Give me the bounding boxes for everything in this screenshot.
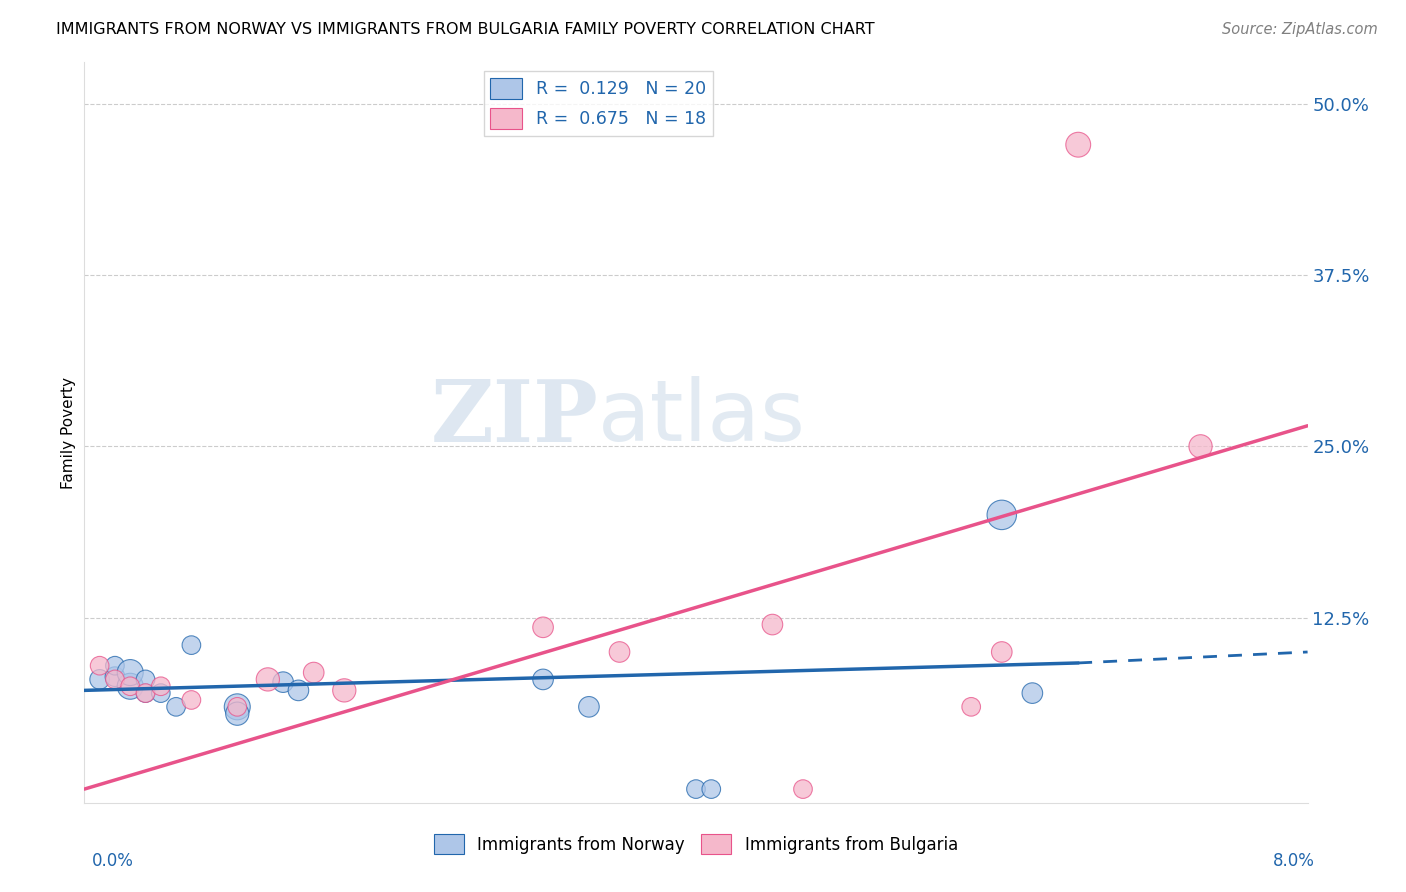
Point [960, 699, 983, 714]
Point [149, 679, 172, 693]
Point [991, 508, 1014, 522]
Point [226, 699, 249, 714]
Point [120, 679, 142, 693]
Text: ZIP: ZIP [430, 376, 598, 459]
Point [89, 658, 111, 673]
Point [333, 683, 356, 698]
Text: 0.0%: 0.0% [91, 852, 134, 870]
Point [257, 673, 280, 687]
Point [685, 782, 707, 797]
Point [120, 679, 142, 693]
Point [1189, 439, 1212, 453]
Text: atlas: atlas [598, 376, 806, 459]
Point [609, 645, 631, 659]
Point [761, 617, 783, 632]
Legend: Immigrants from Norway, Immigrants from Bulgaria: Immigrants from Norway, Immigrants from … [427, 828, 965, 861]
Point [135, 686, 157, 700]
Text: Source: ZipAtlas.com: Source: ZipAtlas.com [1222, 22, 1378, 37]
Point [165, 699, 187, 714]
Point [104, 673, 127, 687]
Point [104, 658, 127, 673]
Point [792, 782, 814, 797]
Point [271, 675, 294, 690]
Text: IMMIGRANTS FROM NORWAY VS IMMIGRANTS FROM BULGARIA FAMILY POVERTY CORRELATION CH: IMMIGRANTS FROM NORWAY VS IMMIGRANTS FRO… [56, 22, 875, 37]
Point [180, 693, 202, 707]
Point [531, 620, 554, 634]
Point [180, 638, 202, 652]
Text: 8.0%: 8.0% [1272, 852, 1315, 870]
Point [991, 645, 1014, 659]
Point [226, 706, 249, 721]
Point [287, 683, 309, 698]
Point [104, 670, 127, 684]
Point [149, 686, 172, 700]
Y-axis label: Family Poverty: Family Poverty [60, 376, 76, 489]
Point [1021, 686, 1043, 700]
Point [89, 673, 111, 687]
Point [700, 782, 723, 797]
Point [531, 673, 554, 687]
Point [1067, 137, 1090, 152]
Point [226, 699, 249, 714]
Point [135, 673, 157, 687]
Point [302, 665, 325, 680]
Point [135, 686, 157, 700]
Point [120, 665, 142, 680]
Point [578, 699, 600, 714]
